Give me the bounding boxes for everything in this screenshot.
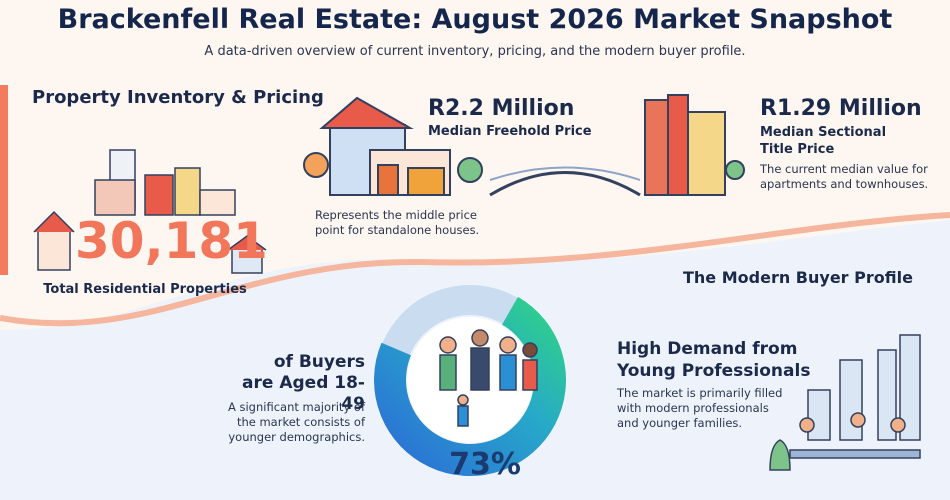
sectional-label: Median Sectional Title Price xyxy=(760,125,887,157)
donut-segment xyxy=(374,296,566,476)
age-value-label: 73% xyxy=(449,447,521,482)
donut xyxy=(374,296,566,476)
inventory-total: 30,181 xyxy=(75,212,268,270)
inventory-total-label: Total Residential Properties xyxy=(43,282,247,297)
age-note: A significant majority of the market con… xyxy=(227,400,365,444)
freehold-note: Represents the middle price point for st… xyxy=(315,208,480,237)
freehold-price: R2.2 Million xyxy=(428,96,575,121)
demand-note: The market is primarily filled with mode… xyxy=(617,386,783,430)
sectional-price: R1.29 Million xyxy=(760,96,922,121)
freehold-label: Median Freehold Price xyxy=(428,124,592,139)
demand-heading: High Demand from Young Professionals xyxy=(617,339,811,381)
sectional-note: The current median value for apartments … xyxy=(760,162,929,191)
title: Brackenfell Real Estate: August 2026 Mar… xyxy=(57,4,893,35)
subtitle: A data-driven overview of current invent… xyxy=(204,44,746,59)
inventory-heading: Property Inventory & Pricing xyxy=(32,87,324,108)
age-label: of Buyers are Aged 18-49 xyxy=(242,352,365,414)
buyer-heading: The Modern Buyer Profile xyxy=(683,268,913,287)
